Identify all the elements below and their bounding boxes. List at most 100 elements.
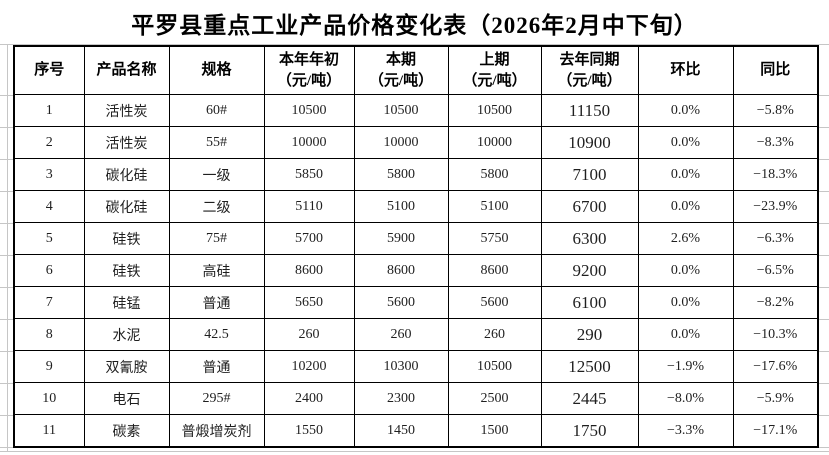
product-name-cell: 碳素	[83, 414, 170, 448]
spec-cell: 75#	[168, 222, 265, 255]
product-name-cell: 电石	[83, 382, 170, 415]
year-start-price-cell: 5650	[263, 286, 355, 319]
yoy-change-cell: −10.3%	[732, 318, 819, 351]
previous-price-cell: 5100	[447, 190, 542, 223]
spec-cell: 普通	[168, 286, 265, 319]
table-row: 1 活性炭 60# 10500 10500 10500 11150 0.0% −5.8%	[13, 94, 819, 127]
serial-cell: 3	[13, 158, 85, 191]
year-start-price-cell: 8600	[263, 254, 355, 287]
serial-cell: 8	[13, 318, 85, 351]
excel-gridline-vertical	[7, 44, 8, 452]
last-year-price-cell: 6300	[540, 222, 639, 255]
mom-change-cell: 0.0%	[637, 190, 734, 223]
previous-price-cell: 5600	[447, 286, 542, 319]
product-name-cell: 活性炭	[83, 94, 170, 127]
table-row: 4 碳化硅 二级 5110 5100 5100 6700 0.0% −23.9%	[13, 190, 819, 223]
mom-change-cell: 0.0%	[637, 94, 734, 127]
last-year-price-cell: 1750	[540, 414, 639, 448]
yoy-change-cell: −8.2%	[732, 286, 819, 319]
column-header-previous-price: 上期 （元/吨）	[447, 45, 542, 95]
spec-cell: 普煅增炭剂	[168, 414, 265, 448]
spec-cell: 普通	[168, 350, 265, 383]
current-price-cell: 1450	[353, 414, 449, 448]
mom-change-cell: 0.0%	[637, 286, 734, 319]
table-row: 7 硅锰 普通 5650 5600 5600 6100 0.0% −8.2%	[13, 286, 819, 319]
last-year-price-cell: 6100	[540, 286, 639, 319]
previous-price-cell: 2500	[447, 382, 542, 415]
year-start-price-cell: 10500	[263, 94, 355, 127]
last-year-price-cell: 7100	[540, 158, 639, 191]
price-table: 序号 产品名称 规格 本年年初 （元/吨） 本期 （元/吨） 上期 （元/吨） 去年同期 （元/吨）…	[13, 45, 819, 448]
mom-change-cell: 0.0%	[637, 158, 734, 191]
serial-cell: 6	[13, 254, 85, 287]
table-row: 9 双氰胺 普通 10200 10300 10500 12500 −1.9% −17.6%	[13, 350, 819, 383]
table-header: 序号 产品名称 规格 本年年初 （元/吨） 本期 （元/吨） 上期 （元/吨） 去年同期 （元/吨）…	[13, 45, 819, 95]
yoy-change-cell: −18.3%	[732, 158, 819, 191]
last-year-price-cell: 6700	[540, 190, 639, 223]
current-price-cell: 10300	[353, 350, 449, 383]
previous-price-cell: 5750	[447, 222, 542, 255]
yoy-change-cell: −5.8%	[732, 94, 819, 127]
mom-change-cell: −8.0%	[637, 382, 734, 415]
year-start-price-cell: 2400	[263, 382, 355, 415]
table-row: 2 活性炭 55# 10000 10000 10000 10900 0.0% −8.3%	[13, 126, 819, 159]
current-price-cell: 10500	[353, 94, 449, 127]
last-year-price-cell: 10900	[540, 126, 639, 159]
product-name-cell: 双氰胺	[83, 350, 170, 383]
table-row: 6 硅铁 高硅 8600 8600 8600 9200 0.0% −6.5%	[13, 254, 819, 287]
spec-cell: 295#	[168, 382, 265, 415]
year-start-price-cell: 5850	[263, 158, 355, 191]
previous-price-cell: 10000	[447, 126, 542, 159]
year-start-price-cell: 260	[263, 318, 355, 351]
year-start-price-cell: 10200	[263, 350, 355, 383]
current-price-cell: 260	[353, 318, 449, 351]
spec-cell: 二级	[168, 190, 265, 223]
last-year-price-cell: 9200	[540, 254, 639, 287]
previous-price-cell: 5800	[447, 158, 542, 191]
last-year-price-cell: 12500	[540, 350, 639, 383]
last-year-price-cell: 11150	[540, 94, 639, 127]
yoy-change-cell: −23.9%	[732, 190, 819, 223]
yoy-change-cell: −6.5%	[732, 254, 819, 287]
column-header-yoy-change: 同比	[732, 45, 819, 95]
yoy-change-cell: −17.6%	[732, 350, 819, 383]
product-name-cell: 硅铁	[83, 254, 170, 287]
last-year-price-cell: 2445	[540, 382, 639, 415]
year-start-price-cell: 5110	[263, 190, 355, 223]
spec-cell: 一级	[168, 158, 265, 191]
product-name-cell: 活性炭	[83, 126, 170, 159]
serial-cell: 4	[13, 190, 85, 223]
product-name-cell: 碳化硅	[83, 158, 170, 191]
column-header-mom-change: 环比	[637, 45, 734, 95]
product-name-cell: 水泥	[83, 318, 170, 351]
mom-change-cell: −1.9%	[637, 350, 734, 383]
current-price-cell: 2300	[353, 382, 449, 415]
previous-price-cell: 8600	[447, 254, 542, 287]
page-title: 平罗县重点工业产品价格变化表（2026年2月中下旬）	[131, 12, 698, 38]
previous-price-cell: 1500	[447, 414, 542, 448]
header-row: 序号 产品名称 规格 本年年初 （元/吨） 本期 （元/吨） 上期 （元/吨） 去年同期 （元/吨）…	[13, 45, 819, 95]
current-price-cell: 5600	[353, 286, 449, 319]
excel-gridline	[0, 451, 829, 452]
table-row: 5 硅铁 75# 5700 5900 5750 6300 2.6% −6.3%	[13, 222, 819, 255]
yoy-change-cell: −5.9%	[732, 382, 819, 415]
excel-gridline	[0, 44, 829, 45]
spec-cell: 55#	[168, 126, 265, 159]
mom-change-cell: 0.0%	[637, 254, 734, 287]
product-name-cell: 碳化硅	[83, 190, 170, 223]
mom-change-cell: 0.0%	[637, 318, 734, 351]
current-price-cell: 5800	[353, 158, 449, 191]
table-body: 1 活性炭 60# 10500 10500 10500 11150 0.0% −5.8% 2 活性炭…	[13, 94, 819, 448]
serial-cell: 7	[13, 286, 85, 319]
mom-change-cell: 0.0%	[637, 126, 734, 159]
serial-cell: 1	[13, 94, 85, 127]
column-header-current-price: 本期 （元/吨）	[353, 45, 449, 95]
yoy-change-cell: −8.3%	[732, 126, 819, 159]
column-header-spec: 规格	[168, 45, 265, 95]
table-row: 3 碳化硅 一级 5850 5800 5800 7100 0.0% −18.3%	[13, 158, 819, 191]
product-name-cell: 硅铁	[83, 222, 170, 255]
column-header-last-year-price: 去年同期 （元/吨）	[540, 45, 639, 95]
year-start-price-cell: 10000	[263, 126, 355, 159]
table-row: 11 碳素 普煅增炭剂 1550 1450 1500 1750 −3.3% −17.1%	[13, 414, 819, 448]
serial-cell: 9	[13, 350, 85, 383]
